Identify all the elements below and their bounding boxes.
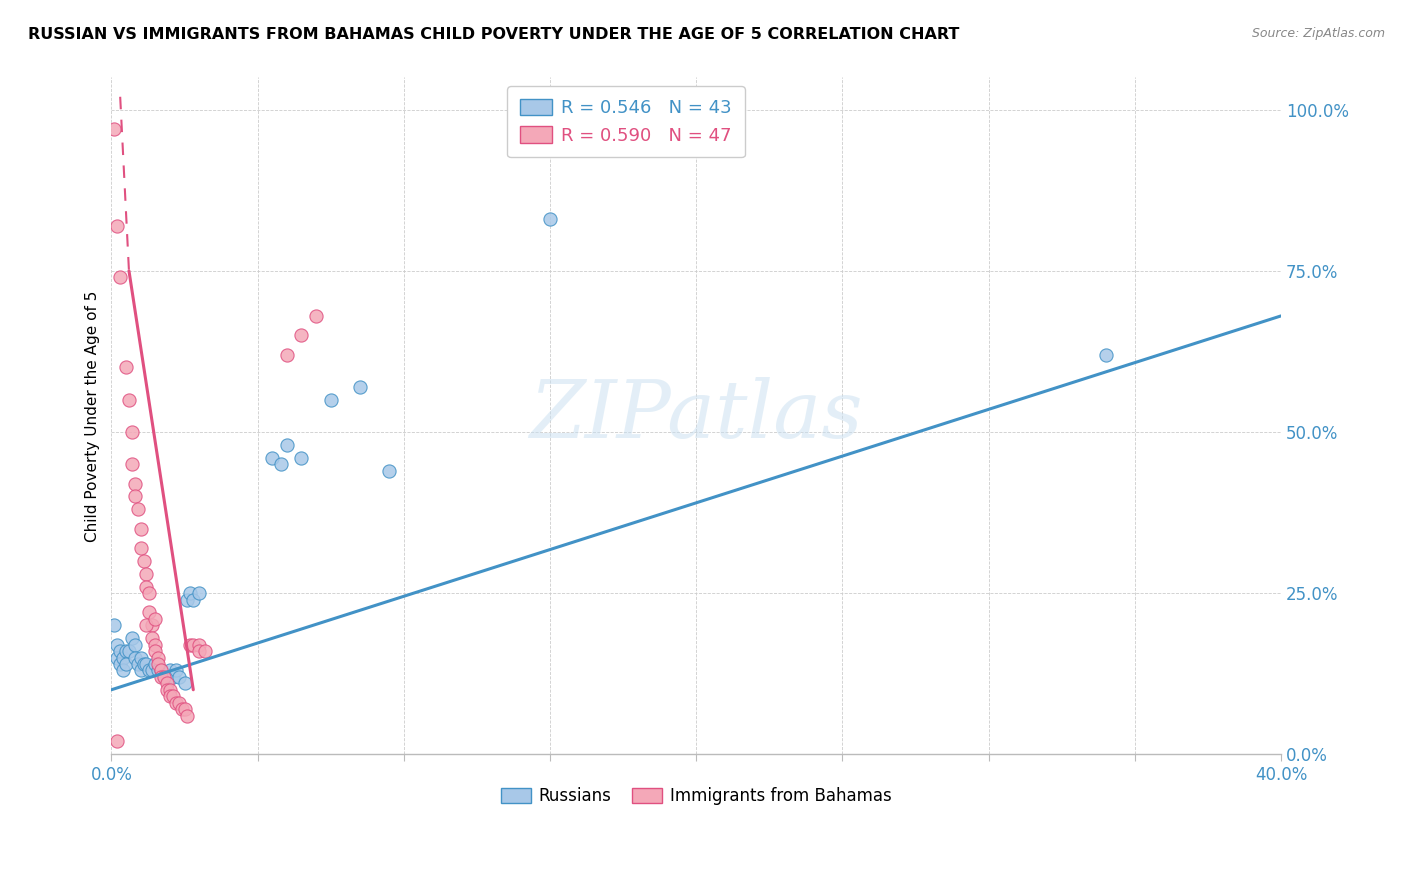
- Text: ZIPatlas: ZIPatlas: [530, 377, 863, 455]
- Point: [129, 541, 152, 555]
- Point: [143, 644, 166, 658]
- Point: [153, 670, 176, 684]
- Point: [162, 670, 184, 684]
- Point: [167, 670, 190, 684]
- Point: [121, 425, 143, 439]
- Point: [115, 657, 138, 671]
- Point: [141, 664, 163, 678]
- Point: [108, 644, 131, 658]
- Point: [108, 657, 131, 671]
- Point: [143, 638, 166, 652]
- Point: [112, 664, 135, 678]
- Point: [129, 522, 152, 536]
- Point: [538, 212, 561, 227]
- Point: [290, 450, 312, 465]
- Point: [143, 657, 166, 671]
- Point: [115, 360, 138, 375]
- Point: [156, 676, 179, 690]
- Point: [1094, 348, 1116, 362]
- Point: [270, 457, 292, 471]
- Point: [132, 657, 155, 671]
- Point: [165, 664, 187, 678]
- Point: [150, 664, 173, 678]
- Point: [105, 638, 128, 652]
- Point: [159, 682, 181, 697]
- Point: [132, 554, 155, 568]
- Point: [127, 657, 149, 671]
- Point: [159, 664, 181, 678]
- Point: [262, 450, 284, 465]
- Point: [179, 638, 201, 652]
- Point: [105, 650, 128, 665]
- Point: [153, 670, 176, 684]
- Point: [173, 702, 195, 716]
- Point: [159, 689, 181, 703]
- Point: [127, 502, 149, 516]
- Point: [188, 638, 211, 652]
- Point: [112, 650, 135, 665]
- Point: [148, 664, 170, 678]
- Point: [129, 664, 152, 678]
- Point: [141, 618, 163, 632]
- Point: [124, 476, 146, 491]
- Point: [150, 670, 173, 684]
- Point: [179, 586, 201, 600]
- Point: [103, 122, 125, 136]
- Point: [135, 566, 157, 581]
- Point: [121, 631, 143, 645]
- Point: [148, 657, 170, 671]
- Point: [150, 664, 173, 678]
- Point: [290, 328, 312, 343]
- Point: [148, 650, 170, 665]
- Point: [349, 380, 371, 394]
- Point: [176, 592, 198, 607]
- Point: [135, 657, 157, 671]
- Point: [167, 696, 190, 710]
- Point: [124, 489, 146, 503]
- Point: [165, 696, 187, 710]
- Legend: Russians, Immigrants from Bahamas: Russians, Immigrants from Bahamas: [492, 779, 900, 814]
- Point: [170, 702, 193, 716]
- Point: [276, 438, 298, 452]
- Point: [118, 644, 141, 658]
- Point: [188, 644, 211, 658]
- Point: [156, 670, 179, 684]
- Point: [276, 348, 298, 362]
- Point: [138, 586, 160, 600]
- Point: [188, 586, 211, 600]
- Point: [378, 464, 401, 478]
- Point: [141, 631, 163, 645]
- Point: [129, 650, 152, 665]
- Point: [319, 392, 342, 407]
- Point: [108, 270, 131, 285]
- Point: [181, 638, 204, 652]
- Point: [305, 309, 328, 323]
- Point: [162, 689, 184, 703]
- Point: [103, 618, 125, 632]
- Point: [181, 592, 204, 607]
- Text: Source: ZipAtlas.com: Source: ZipAtlas.com: [1251, 27, 1385, 40]
- Y-axis label: Child Poverty Under the Age of 5: Child Poverty Under the Age of 5: [86, 290, 100, 541]
- Point: [156, 682, 179, 697]
- Point: [138, 606, 160, 620]
- Point: [118, 392, 141, 407]
- Point: [194, 644, 217, 658]
- Point: [135, 618, 157, 632]
- Point: [143, 612, 166, 626]
- Point: [105, 734, 128, 748]
- Point: [105, 219, 128, 233]
- Point: [135, 580, 157, 594]
- Point: [115, 644, 138, 658]
- Point: [176, 708, 198, 723]
- Point: [124, 650, 146, 665]
- Point: [173, 676, 195, 690]
- Point: [138, 664, 160, 678]
- Point: [124, 638, 146, 652]
- Point: [121, 457, 143, 471]
- Text: RUSSIAN VS IMMIGRANTS FROM BAHAMAS CHILD POVERTY UNDER THE AGE OF 5 CORRELATION : RUSSIAN VS IMMIGRANTS FROM BAHAMAS CHILD…: [28, 27, 959, 42]
